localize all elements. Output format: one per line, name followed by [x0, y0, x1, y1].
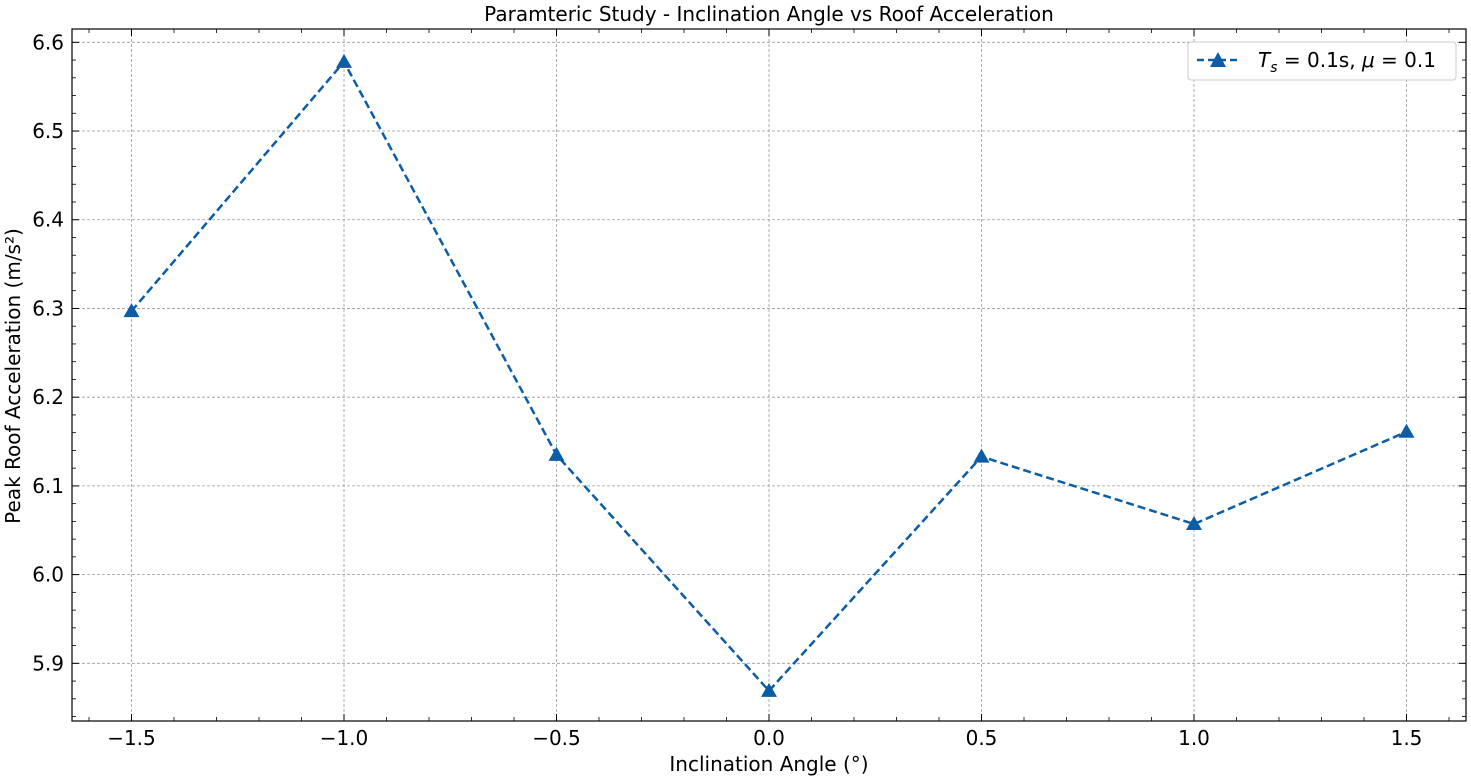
legend-label-sub: s: [1270, 60, 1277, 76]
y-tick-label: 6.6: [32, 30, 64, 54]
x-tick-label: 1.0: [1178, 726, 1210, 750]
data-point-triangle: [336, 53, 352, 68]
data-point-triangle: [123, 303, 140, 318]
y-tick-label: 6.1: [32, 474, 64, 498]
axis-ticks: −1.5 −1.0 −0.5 0.0 0.5 1.0 1.5 5.9 6.0 6.1 6.2 6.3 6…: [32, 29, 1466, 750]
legend-label-eq2: = 0.1: [1375, 48, 1436, 72]
legend-marker-triangle-icon: [1210, 52, 1226, 67]
data-point-triangle: [1186, 516, 1202, 531]
x-tick-label: 0.0: [753, 726, 785, 750]
grid: [72, 29, 1466, 721]
x-tick-label: −1.5: [107, 726, 156, 750]
x-tick-label: −0.5: [532, 726, 581, 750]
data-point-triangle: [761, 682, 777, 697]
legend-label: Ts = 0.1s, μ = 0.1: [1258, 48, 1436, 76]
y-tick-label: 6.4: [32, 208, 64, 232]
chart-title: Paramteric Study - Inclination Angle vs …: [484, 2, 1054, 26]
data-point-triangle: [548, 446, 565, 461]
y-tick-label: 6.0: [32, 563, 64, 587]
data-point-triangle: [973, 448, 990, 463]
y-tick-label: 6.3: [32, 296, 64, 320]
x-tick-label: 1.5: [1391, 726, 1423, 750]
x-tick-label: 0.5: [966, 726, 998, 750]
y-tick-label: 6.5: [32, 119, 64, 143]
data-point-triangle: [1398, 423, 1415, 438]
y-axis-label: Peak Roof Acceleration (m/s²): [1, 228, 25, 524]
legend-box: [1187, 41, 1457, 81]
y-tick-label: 5.9: [32, 651, 64, 675]
x-axis-label: Inclination Angle (°): [669, 752, 868, 776]
x-tick-label: −1.0: [320, 726, 369, 750]
legend-label-eq1: = 0.1s,: [1278, 48, 1362, 72]
y-tick-label: 6.2: [32, 385, 64, 409]
plot-frame: [71, 28, 1467, 722]
legend: Ts = 0.1s, μ = 0.1: [1187, 41, 1457, 81]
legend-label-mu: μ: [1361, 48, 1375, 72]
legend-label-T: T: [1258, 48, 1272, 72]
series-layer: [123, 53, 1415, 697]
